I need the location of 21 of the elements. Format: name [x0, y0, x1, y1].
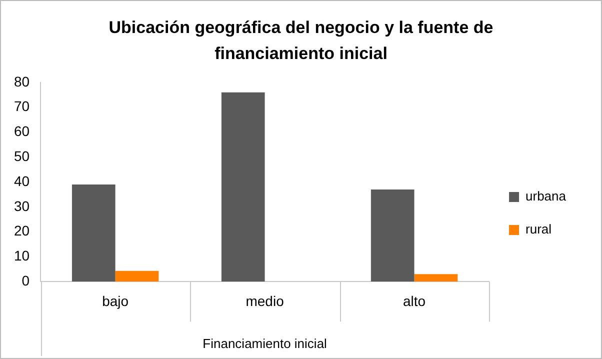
y-tick-label: 60 — [14, 123, 30, 140]
bar — [115, 270, 159, 282]
x-tick-label: alto — [402, 292, 426, 309]
legend-label: urbana — [526, 188, 567, 204]
x-tick-label: medio — [246, 292, 284, 309]
y-tick-label: 10 — [14, 248, 30, 264]
bar — [221, 92, 265, 282]
bar — [370, 189, 414, 282]
x-axis-title: Financiamiento inicial — [202, 336, 328, 351]
legend-label: rural — [526, 222, 552, 237]
y-tick-label: 40 — [14, 172, 30, 189]
x-tick-label: bajo — [102, 292, 129, 309]
y-tick-label: 50 — [14, 148, 30, 164]
bar — [414, 274, 458, 282]
y-tick-label: 20 — [14, 222, 30, 239]
chart-title: Ubicación geográfica del negocio y la fuente de financiamiento inicial — [108, 17, 494, 65]
y-tick-label: 80 — [14, 73, 30, 90]
y-tick-label: 0 — [22, 272, 30, 288]
bar — [72, 184, 116, 282]
y-tick-label: 70 — [14, 98, 30, 114]
y-tick-label: 30 — [14, 198, 30, 214]
